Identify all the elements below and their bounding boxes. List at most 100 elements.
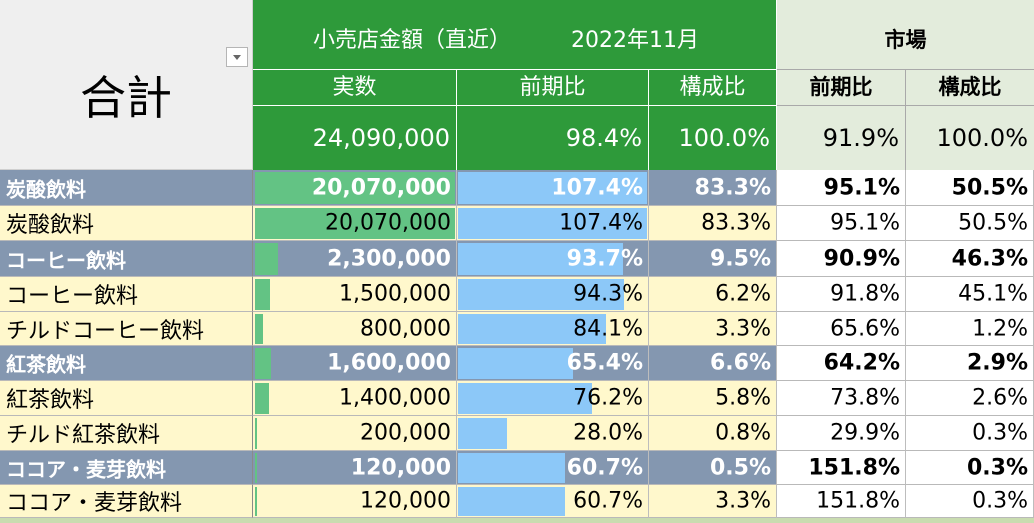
cell-value: 2,300,000 — [327, 246, 451, 271]
col-header-actual-label: 実数 — [332, 75, 377, 100]
cell-actual[interactable]: 120,000 — [253, 451, 457, 485]
actual-data-bar — [255, 279, 270, 310]
cell-share[interactable]: 6.2% — [649, 277, 777, 312]
cell-value: 3.3% — [715, 488, 771, 514]
cell-value: 200,000 — [360, 420, 451, 446]
cell-market-yoy[interactable]: 90.9% — [777, 241, 906, 277]
cell-yoy[interactable]: 107.4% — [457, 170, 649, 206]
cell-actual[interactable]: 120,000 — [253, 485, 457, 518]
cell-yoy[interactable]: 60.7% — [457, 485, 649, 518]
cell-market-share[interactable]: 2.6% — [906, 381, 1034, 416]
next-row-edge — [0, 518, 1034, 523]
cell-name[interactable]: 紅茶飲料 — [0, 346, 253, 381]
cell-name[interactable]: 炭酸飲料 — [0, 206, 253, 241]
row-label: ココア・麦芽飲料 — [6, 491, 183, 516]
cell-name[interactable]: チルド紅茶飲料 — [0, 416, 253, 451]
cell-actual[interactable]: 20,070,000 — [253, 170, 457, 206]
row-label: ココア・麦芽飲料 — [6, 457, 166, 481]
cell-market-share[interactable]: 0.3% — [906, 451, 1034, 485]
cell-name[interactable]: コーヒー飲料 — [0, 241, 253, 277]
cell-yoy[interactable]: 60.7% — [457, 451, 649, 485]
yoy-data-bar — [458, 453, 565, 483]
cell-actual[interactable]: 20,070,000 — [253, 206, 457, 241]
cell-value: 0.3% — [972, 488, 1028, 514]
cell-actual[interactable]: 1,600,000 — [253, 346, 457, 381]
cell-market-yoy[interactable]: 73.8% — [777, 381, 906, 416]
cell-value: 1.2% — [972, 316, 1028, 341]
cell-share[interactable]: 3.3% — [649, 312, 777, 346]
actual-data-bar — [255, 453, 257, 483]
cell-name[interactable]: ココア・麦芽飲料 — [0, 451, 253, 485]
cell-market-yoy[interactable]: 151.8% — [777, 485, 906, 518]
cell-market-share[interactable]: 45.1% — [906, 277, 1034, 312]
cell-market-share[interactable]: 46.3% — [906, 241, 1034, 277]
cell-share[interactable]: 83.3% — [649, 206, 777, 241]
cell-yoy[interactable]: 93.7% — [457, 241, 649, 277]
cell-share[interactable]: 3.3% — [649, 485, 777, 518]
cell-actual[interactable]: 2,300,000 — [253, 241, 457, 277]
total-actual-value: 24,090,000 — [312, 124, 450, 152]
cell-actual[interactable]: 200,000 — [253, 416, 457, 451]
cell-actual[interactable]: 1,400,000 — [253, 381, 457, 416]
cell-market-yoy[interactable]: 65.6% — [777, 312, 906, 346]
yoy-data-bar — [458, 487, 565, 516]
cell-market-share[interactable]: 0.3% — [906, 485, 1034, 518]
cell-name[interactable]: コーヒー飲料 — [0, 277, 253, 312]
total-market-share-value: 100.0% — [936, 124, 1028, 152]
cell-market-yoy[interactable]: 64.2% — [777, 346, 906, 381]
cell-value: 800,000 — [360, 316, 451, 341]
cell-yoy[interactable]: 107.4% — [457, 206, 649, 241]
total-market-share: 100.0% — [906, 106, 1034, 170]
cell-market-share[interactable]: 2.9% — [906, 346, 1034, 381]
corner-cell: 合計 — [0, 0, 253, 170]
col-header-share-label: 構成比 — [679, 75, 746, 100]
cell-share[interactable]: 0.8% — [649, 416, 777, 451]
total-actual: 24,090,000 — [253, 106, 457, 170]
actual-data-bar — [255, 314, 263, 344]
cell-name[interactable]: 炭酸飲料 — [0, 170, 253, 206]
cell-share[interactable]: 6.6% — [649, 346, 777, 381]
cell-yoy[interactable]: 28.0% — [457, 416, 649, 451]
cell-share[interactable]: 5.8% — [649, 381, 777, 416]
cell-yoy[interactable]: 84.1% — [457, 312, 649, 346]
cell-value: 65.4% — [566, 350, 643, 376]
cell-name[interactable]: 紅茶飲料 — [0, 381, 253, 416]
row-label: 紅茶飲料 — [6, 352, 86, 377]
cell-value: 45.1% — [958, 281, 1028, 307]
cell-value: 95.1% — [823, 175, 900, 200]
col-header-market-share: 構成比 — [906, 70, 1034, 106]
cell-actual[interactable]: 1,500,000 — [253, 277, 457, 312]
actual-data-bar — [255, 348, 271, 379]
cell-value: 120,000 — [360, 488, 451, 514]
cell-share[interactable]: 83.3% — [649, 170, 777, 206]
cell-value: 1,500,000 — [339, 281, 451, 307]
cell-share[interactable]: 0.5% — [649, 451, 777, 485]
cell-share[interactable]: 9.5% — [649, 241, 777, 277]
cell-yoy[interactable]: 65.4% — [457, 346, 649, 381]
cell-name[interactable]: チルドコーヒー飲料 — [0, 312, 253, 346]
cell-market-share[interactable]: 1.2% — [906, 312, 1034, 346]
cell-market-share[interactable]: 50.5% — [906, 170, 1034, 206]
cell-name[interactable]: ココア・麦芽飲料 — [0, 485, 253, 518]
cell-value: 20,070,000 — [311, 175, 451, 200]
cell-value: 46.3% — [951, 246, 1028, 271]
cell-value: 83.3% — [694, 175, 771, 200]
yoy-data-bar — [458, 314, 606, 344]
col-header-actual: 実数 — [253, 70, 457, 106]
cell-market-share[interactable]: 50.5% — [906, 206, 1034, 241]
cell-market-yoy[interactable]: 151.8% — [777, 451, 906, 485]
cell-market-share[interactable]: 0.3% — [906, 416, 1034, 451]
cell-value: 60.7% — [566, 455, 643, 480]
cell-value: 6.6% — [709, 350, 771, 376]
cell-market-yoy[interactable]: 95.1% — [777, 170, 906, 206]
cell-actual[interactable]: 800,000 — [253, 312, 457, 346]
cell-market-yoy[interactable]: 95.1% — [777, 206, 906, 241]
cell-market-yoy[interactable]: 91.8% — [777, 277, 906, 312]
corner-label: 合計 — [80, 71, 172, 125]
cell-value: 151.8% — [816, 488, 900, 514]
cell-yoy[interactable]: 94.3% — [457, 277, 649, 312]
cell-yoy[interactable]: 76.2% — [457, 381, 649, 416]
cell-market-yoy[interactable]: 29.9% — [777, 416, 906, 451]
filter-dropdown-button[interactable] — [226, 47, 248, 67]
